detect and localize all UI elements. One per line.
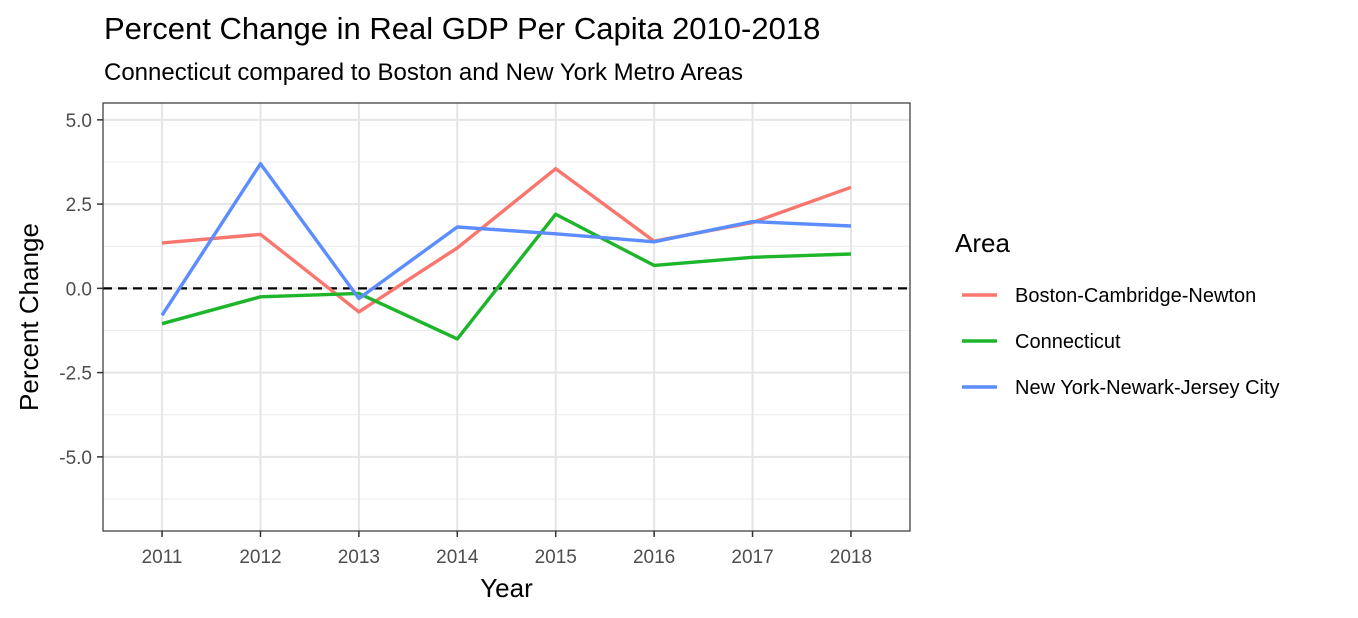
series-lines — [160, 161, 852, 341]
legend-label-2: Connecticut — [1015, 331, 1121, 353]
legend-label-1: Boston-Cambridge-Newton — [1015, 285, 1256, 307]
x-axis-ticks: 2011 2012 2013 2014 2015 2016 2017 2018 — [142, 531, 872, 568]
x-tick-label: 2013 — [338, 547, 380, 568]
x-tick-label: 2011 — [142, 547, 183, 568]
y-axis-title: Percent Change — [14, 223, 44, 411]
x-tick-label: 2014 — [436, 547, 479, 568]
x-tick-label: 2015 — [535, 547, 577, 568]
y-tick-label: -5.0 — [59, 448, 92, 469]
y-tick-label: 0.0 — [66, 279, 92, 300]
plot-panel-border — [102, 102, 911, 532]
chart-title: Percent Change in Real GDP Per Capita 20… — [104, 11, 821, 46]
grid-minor — [103, 161, 910, 500]
series-line-1 — [161, 166, 852, 314]
grid-major — [103, 103, 910, 531]
legend: Area Boston-Cambridge-Newton Connecticut N… — [955, 228, 1280, 399]
y-tick-label: 2.5 — [66, 195, 92, 216]
x-tick-label: 2018 — [830, 547, 872, 568]
x-tick-label: 2012 — [239, 547, 281, 568]
chart-subtitle: Connecticut compared to Boston and New Y… — [104, 59, 744, 86]
x-axis-title: Year — [480, 573, 533, 603]
y-tick-label: -2.5 — [59, 364, 92, 385]
legend-title: Area — [955, 228, 1010, 258]
y-axis-ticks: 5.0 2.5 0.0 -2.5 -5.0 — [59, 111, 103, 469]
x-tick-label: 2016 — [633, 547, 675, 568]
legend-label-3: New York-Newark-Jersey City — [1015, 377, 1280, 399]
series-line-3 — [160, 161, 852, 317]
x-tick-label: 2017 — [731, 547, 773, 568]
series-line-2 — [161, 212, 852, 341]
y-tick-label: 5.0 — [66, 111, 92, 132]
